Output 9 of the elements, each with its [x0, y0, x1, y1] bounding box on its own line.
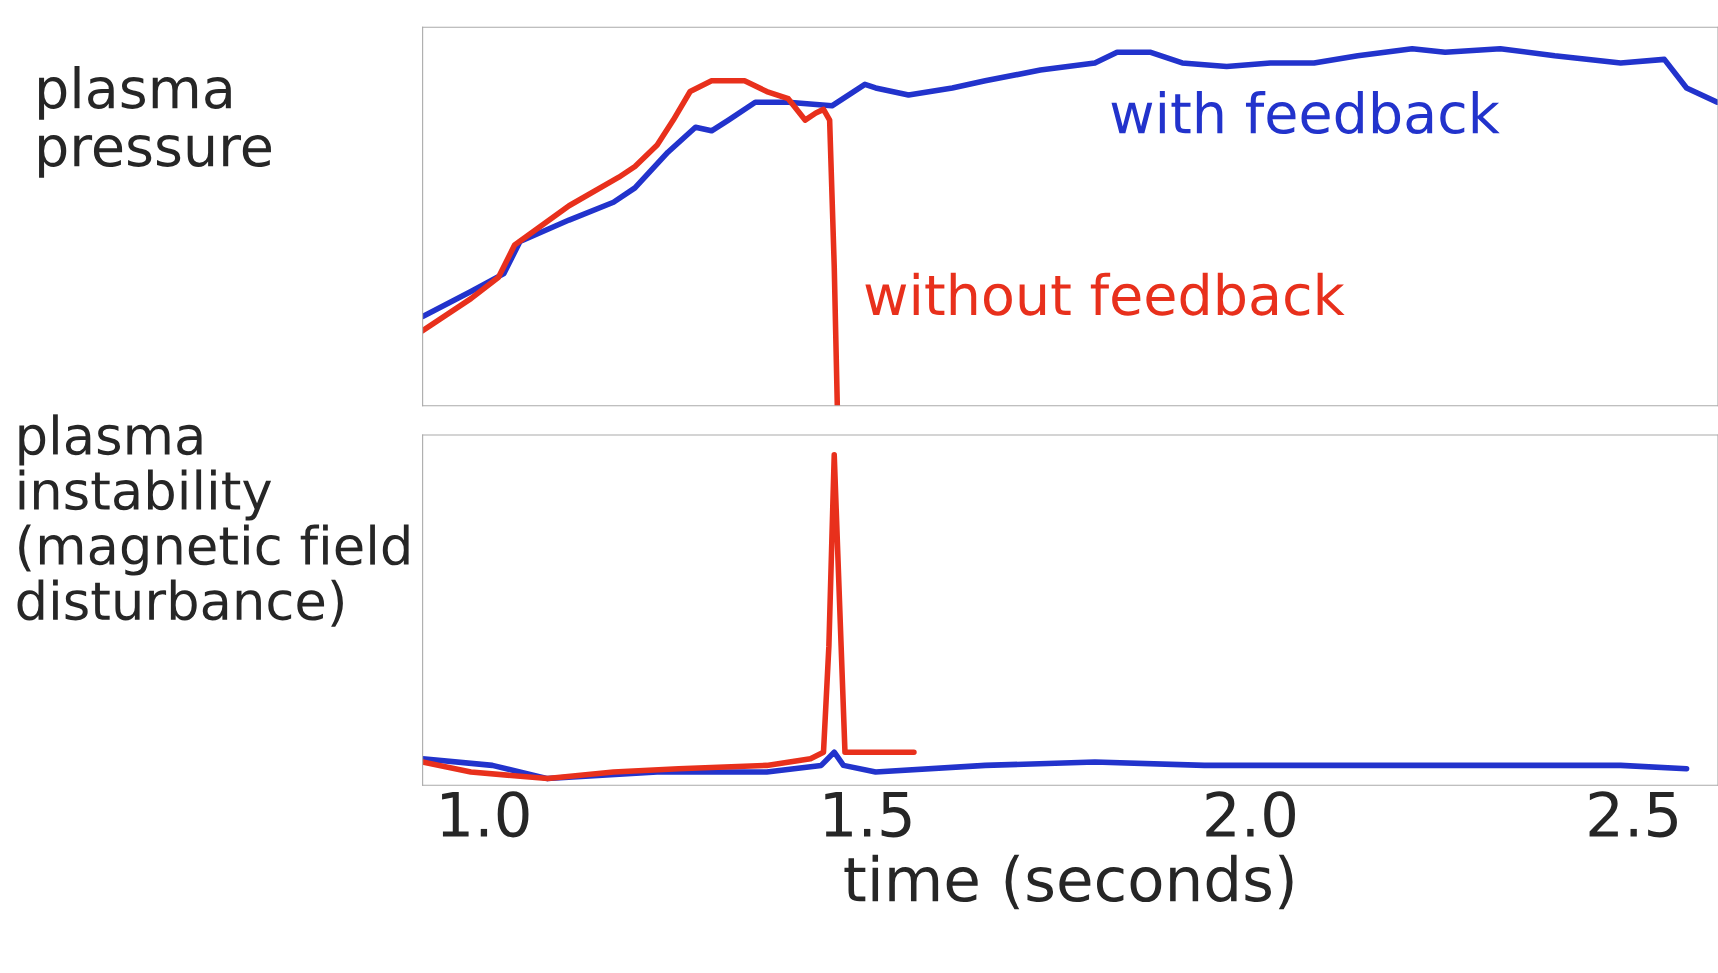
- x-tick-label: 2.5: [1589, 791, 1677, 838]
- y-axis-title: plasma pressure: [39, 65, 271, 178]
- x-axis-title: time (seconds): [844, 854, 1293, 910]
- x-tick-label: 2.0: [1206, 791, 1295, 838]
- series-label: with feedback: [1111, 91, 1500, 135]
- x-tick-label: 1.0: [442, 791, 529, 838]
- series-label: without feedback: [865, 272, 1345, 316]
- x-tick-label: 1.5: [825, 791, 911, 838]
- y-axis-title: plasma instability (magnetic field disturbance): [17, 414, 409, 627]
